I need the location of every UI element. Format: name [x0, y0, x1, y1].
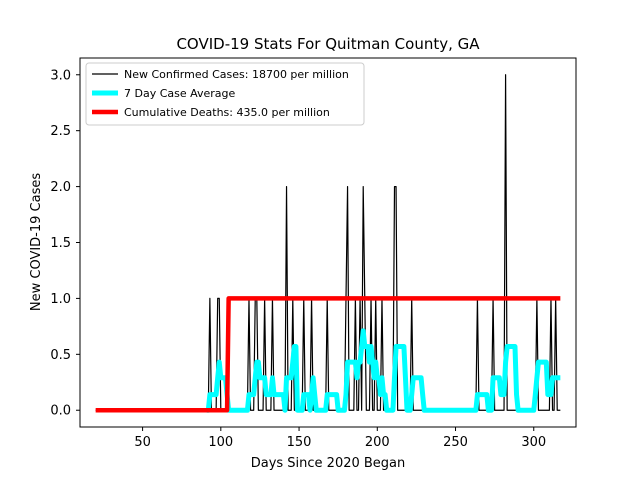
series-layer: [95, 74, 562, 413]
legend-entries: New Confirmed Cases: 18700 per million 7 …: [92, 68, 349, 119]
y-axis-label: New COVID-19 Cases: [29, 173, 44, 311]
x-tick-label: 150: [287, 435, 312, 450]
legend-label-3: Cumulative Deaths: 435.0 per million: [124, 106, 330, 119]
legend-box: [85, 62, 365, 126]
series-line-2: [205, 328, 562, 413]
y-axis-ticks: 0.0 0.5 1.0 1.5 2.0 2.5 3.0: [50, 68, 80, 419]
legend-label-1: New Confirmed Cases: 18700 per million: [124, 68, 349, 81]
y-tick-label: 1.5: [50, 236, 71, 251]
x-tick-label: 100: [208, 435, 233, 450]
x-axis-label: Days Since 2020 Began: [251, 456, 406, 471]
y-tick-label: 1.0: [50, 292, 71, 307]
legend-label-2: 7 Day Case Average: [124, 87, 236, 100]
series-line-3: [95, 296, 561, 413]
y-tick-label: 0.0: [50, 404, 71, 419]
x-tick-label: 250: [443, 435, 468, 450]
x-tick-label: 300: [521, 435, 546, 450]
y-tick-label: 3.0: [50, 68, 71, 83]
y-tick-label: 0.5: [50, 348, 71, 363]
x-tick-label: 50: [134, 435, 151, 450]
y-tick-label: 2.5: [50, 124, 71, 139]
series-line-1: [95, 74, 561, 411]
chart-title: COVID-19 Stats For Quitman County, GA: [176, 35, 480, 53]
y-tick-label: 2.0: [50, 180, 71, 195]
x-axis-ticks: 50 100 150 200 250 300: [134, 427, 546, 450]
legend: New Confirmed Cases: 18700 per million 7 …: [85, 62, 365, 126]
x-tick-label: 200: [365, 435, 390, 450]
